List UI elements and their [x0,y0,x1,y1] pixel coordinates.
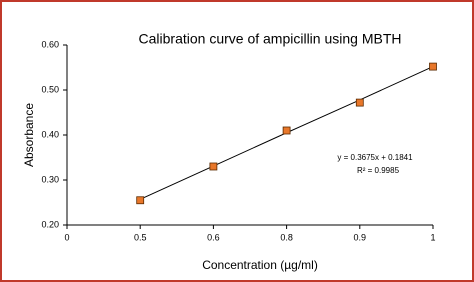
data-point [355,98,364,107]
x-tick-label: 1 [430,232,435,242]
data-point [136,196,145,205]
y-tick-label: 0.60 [41,39,59,49]
data-point [429,62,437,71]
data-point [209,162,218,171]
x-tick-label: 0.5 [134,232,147,242]
y-tick-label: 0.50 [41,84,59,94]
x-tick-label: 0.6 [207,232,220,242]
x-tick-label: 0.8 [280,232,293,242]
data-point [282,126,291,135]
x-tick-label: 0 [64,232,69,242]
r-squared: R² = 0.9985 [357,166,400,175]
y-tick-label: 0.20 [41,219,59,229]
chart-title: Calibration curve of ampicillin using MB… [139,31,402,47]
y-axis-title: Absorbance [22,103,36,167]
equation: y = 0.3675x + 0.1841 [337,153,413,162]
y-tick-label: 0.30 [41,174,59,184]
x-tick-label: 0.9 [354,232,367,242]
x-axis-title: Concentration (µg/ml) [202,258,318,272]
y-tick-label: 0.40 [41,129,59,139]
